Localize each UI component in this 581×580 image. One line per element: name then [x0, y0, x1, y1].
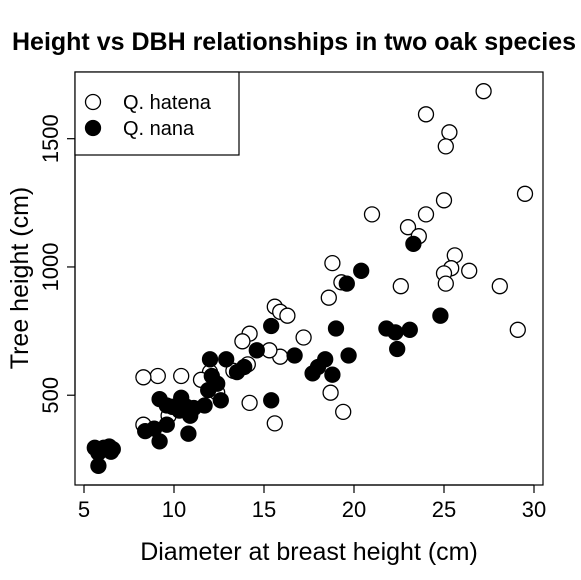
point-hatena-1	[417, 106, 435, 123]
point-hatena-0	[475, 83, 492, 100]
point-hatena-22	[279, 307, 296, 324]
point-nana-6	[387, 324, 404, 341]
point-hatena-31	[173, 367, 190, 385]
point-hatena-30	[509, 321, 526, 338]
point-nana-25	[263, 392, 280, 409]
point-nana-13	[340, 347, 357, 364]
point-hatena-38	[335, 403, 352, 421]
y-tick-label-1000: 1000	[38, 242, 63, 291]
point-hatena-4	[516, 185, 534, 202]
point-nana-7	[389, 340, 406, 358]
point-nana-0	[405, 235, 422, 253]
point-nana-24	[212, 392, 229, 409]
point-hatena-35	[135, 369, 152, 386]
point-nana-11	[286, 347, 303, 364]
point-nana-33	[196, 397, 213, 414]
point-nana-32	[182, 407, 199, 424]
point-nana-16	[324, 366, 341, 383]
point-nana-4	[327, 320, 345, 337]
x-tick-label-20: 20	[342, 497, 366, 522]
point-nana-19	[218, 351, 235, 368]
point-nana-9	[263, 317, 280, 335]
point-hatena-3	[437, 138, 454, 155]
y-axis: 500 1000 1500	[38, 114, 76, 414]
point-nana-8	[401, 321, 418, 338]
legend-label-hatena: Q. hatena	[123, 92, 212, 114]
point-hatena-36	[322, 384, 339, 401]
y-tick-label-1500: 1500	[38, 114, 63, 163]
x-axis-label: Diameter at breast height (cm)	[140, 538, 478, 566]
x-tick-label-5: 5	[78, 497, 90, 522]
point-hatena-25	[234, 333, 251, 350]
x-axis: 5 10 15 20 25 30	[78, 484, 546, 522]
point-hatena-14	[324, 254, 341, 272]
point-hatena-23	[295, 329, 312, 346]
point-nana-37	[158, 416, 175, 433]
x-tick-label-10: 10	[162, 497, 186, 522]
point-hatena-8	[399, 219, 417, 236]
legend-marker-hatena	[84, 93, 102, 111]
point-hatena-18	[491, 278, 508, 295]
point-hatena-34	[149, 367, 166, 385]
point-hatena-5	[435, 192, 453, 209]
point-hatena-2	[441, 124, 458, 141]
point-nana-39	[180, 425, 197, 442]
point-nana-46	[90, 457, 107, 474]
point-nana-23	[200, 381, 217, 399]
data-points	[86, 83, 534, 474]
point-hatena-7	[417, 206, 435, 223]
chart-title: Height vs DBH relationships in two oak s…	[12, 28, 576, 56]
point-hatena-6	[363, 206, 381, 223]
x-tick-label-30: 30	[522, 497, 546, 522]
point-hatena-39	[266, 415, 283, 432]
point-nana-20	[228, 363, 246, 381]
x-tick-label-15: 15	[252, 497, 276, 522]
point-nana-3	[432, 307, 449, 324]
y-axis-label: Tree height (cm)	[6, 187, 34, 369]
point-hatena-19	[320, 289, 337, 306]
point-nana-10	[248, 342, 265, 359]
point-hatena-37	[241, 394, 258, 412]
point-nana-38	[151, 433, 168, 450]
legend-label-nana: Q. nana	[123, 118, 195, 140]
legend-box	[74, 71, 240, 156]
point-nana-45	[102, 443, 120, 460]
point-nana-34	[164, 398, 181, 415]
point-nana-1	[353, 262, 370, 279]
point-nana-2	[338, 275, 355, 292]
point-nana-18	[201, 351, 219, 368]
point-hatena-17	[437, 275, 454, 292]
x-tick-label-25: 25	[432, 497, 456, 522]
legend-marker-nana	[84, 119, 102, 137]
point-hatena-16	[392, 278, 409, 295]
legend: Q. hatena Q. nana	[74, 71, 240, 156]
point-hatena-12	[461, 262, 478, 279]
point-nana-15	[304, 365, 321, 382]
y-tick-label-500: 500	[38, 377, 63, 414]
